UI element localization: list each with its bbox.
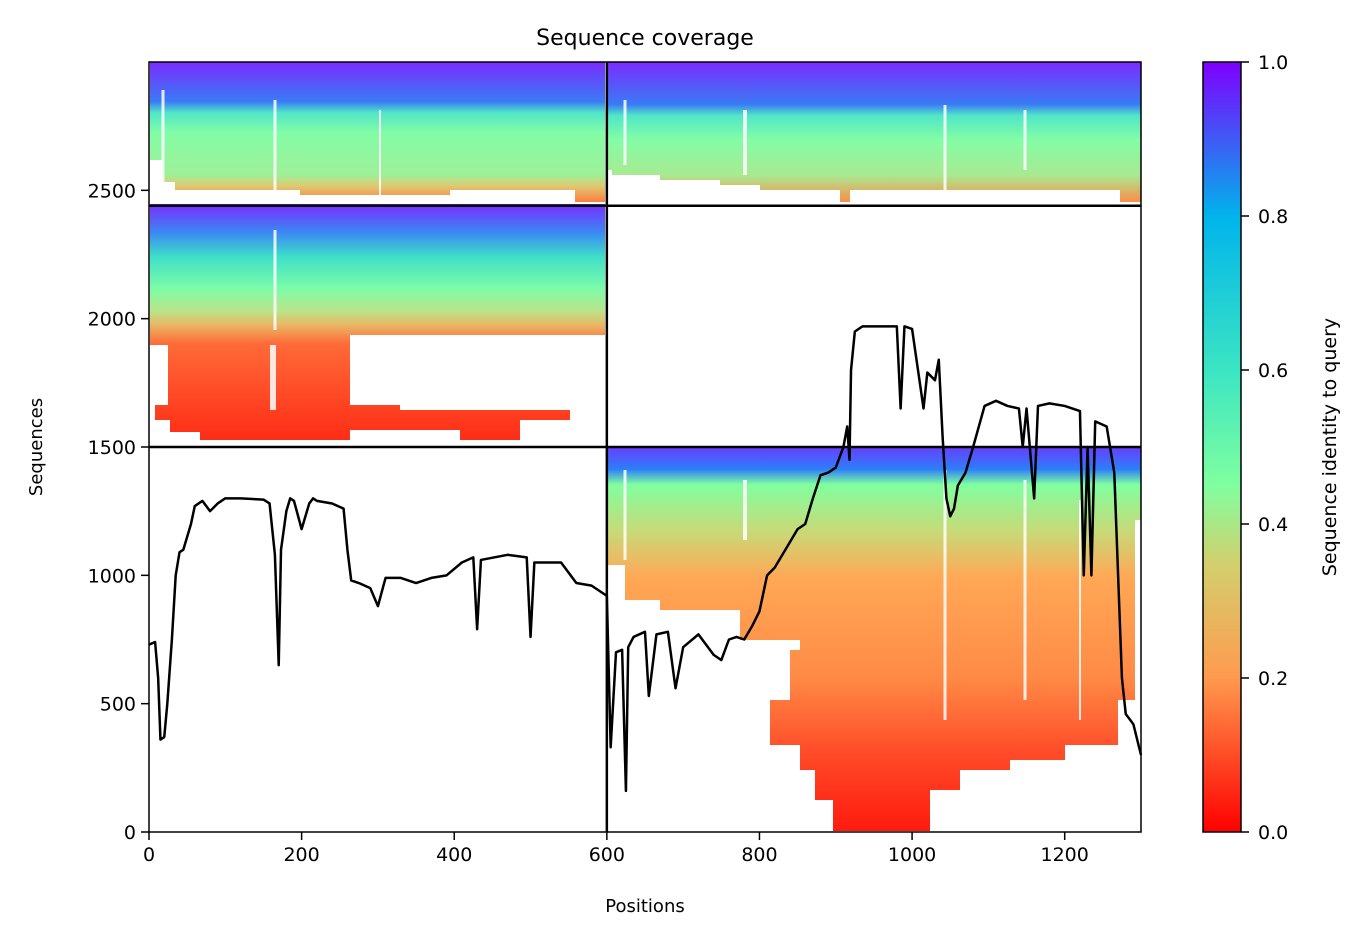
colorbar-label: Sequence identity to query	[1319, 318, 1341, 576]
colorbar-frame	[1202, 61, 1242, 833]
colorbar-tick-label: 0.2	[1258, 668, 1288, 690]
x-tick-label: 1000	[888, 844, 936, 866]
x-tick-label: 1200	[1041, 844, 1089, 866]
x-tick-label: 200	[283, 844, 319, 866]
y-tick-label: 2000	[88, 309, 136, 331]
y-tick-label: 500	[100, 694, 136, 716]
plot-area	[148, 61, 1143, 833]
x-axis: 0 200 400 600 800 1000 1200	[143, 832, 1089, 866]
y-tick-label: 0	[124, 822, 136, 844]
colorbar-tick-label: 1.0	[1258, 52, 1288, 74]
y-tick-label: 2500	[88, 180, 136, 202]
x-tick-label: 800	[741, 844, 777, 866]
segment-boundaries	[149, 62, 1141, 832]
colorbar-tick-label: 0.4	[1258, 514, 1288, 536]
x-tick-label: 600	[589, 844, 625, 866]
colorbar: 0.0 0.2 0.4 0.6 0.8 1.0 Sequence identity to …	[1202, 52, 1341, 844]
y-tick-label: 1500	[88, 437, 136, 459]
y-axis: 0 500 1000 1500 2000 2500	[88, 180, 149, 844]
colorbar-gradient	[1203, 62, 1241, 832]
colorbar-tick-label: 0.6	[1258, 360, 1288, 382]
x-axis-label: Positions	[605, 896, 684, 917]
coverage-line	[148, 325, 1143, 793]
y-tick-label: 1000	[88, 565, 136, 587]
x-tick-label: 0	[143, 844, 155, 866]
x-tick-label: 400	[436, 844, 472, 866]
colorbar-tick-label: 0.0	[1258, 822, 1288, 844]
chart-title: Sequence coverage	[536, 26, 754, 51]
coverage-block-top-right	[607, 62, 1141, 202]
gap-streaks	[161, 90, 1081, 720]
y-axis-label: Sequences	[26, 398, 47, 496]
coverage-block-top-left	[150, 62, 605, 202]
colorbar-tick-label: 0.8	[1258, 206, 1288, 228]
colorbar-ticks: 0.0 0.2 0.4 0.6 0.8 1.0	[1241, 52, 1288, 844]
